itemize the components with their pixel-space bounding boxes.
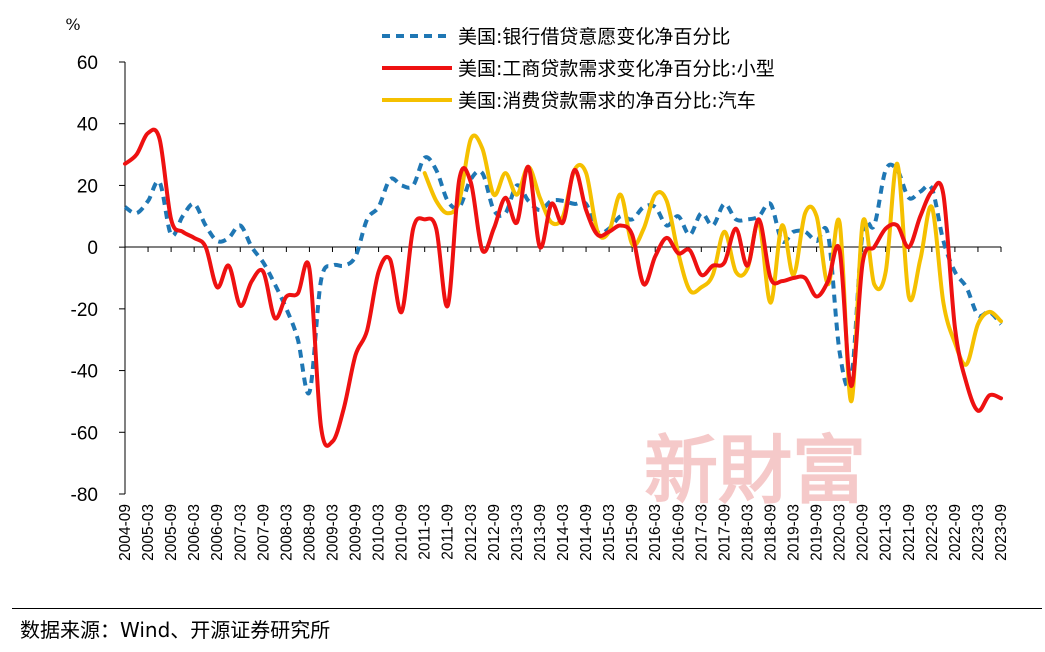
y-unit-label: % <box>65 15 80 34</box>
chart-axes: 60 40 20 0 -20 -40 -60 -80% 2004-09 2005-03 2005-0… <box>65 15 1010 561</box>
y-tick-label: 0 <box>87 238 98 259</box>
x-tick-label: 2008-03 <box>278 504 295 561</box>
x-tick-label: 2014-09 <box>578 504 595 561</box>
x-tick-label: 2010-03 <box>371 504 388 561</box>
x-tick-label: 2021-03 <box>878 504 895 561</box>
x-tick-label: 2022-03 <box>924 504 941 561</box>
x-tick-label: 2017-03 <box>693 504 710 561</box>
y-tick-label: 60 <box>77 53 98 74</box>
y-tick-label: -40 <box>71 362 98 383</box>
x-tick-label: 2015-03 <box>601 504 618 561</box>
x-tick-label: 2005-09 <box>163 504 180 561</box>
x-tick-label: 2007-03 <box>232 504 249 561</box>
x-tick-label: 2019-03 <box>786 504 803 561</box>
x-tick-label: 2013-09 <box>532 504 549 561</box>
x-tick-label: 2011-09 <box>440 504 457 560</box>
x-tick-label: 2012-09 <box>486 504 503 561</box>
x-tick-label: 2012-03 <box>463 504 480 561</box>
series-line-2 <box>123 127 1003 448</box>
x-tick-label: 2015-09 <box>624 504 641 561</box>
x-tick-label: 2013-03 <box>509 504 526 561</box>
legend-label: 美国:工商贷款需求变化净百分比:小型 <box>458 58 775 80</box>
x-tick-label: 2016-03 <box>647 504 664 561</box>
x-tick-label: 2014-03 <box>555 504 572 561</box>
x-tick-label: 2006-03 <box>186 504 203 561</box>
source-note: 数据来源：Wind、开源证券研究所 <box>20 618 331 642</box>
x-tick-label: 2009-03 <box>324 504 341 561</box>
y-tick-label: -80 <box>71 485 98 506</box>
footer-divider <box>12 608 1042 609</box>
x-tick-label: 2018-09 <box>762 504 779 561</box>
x-tick-label: 2018-03 <box>739 504 756 561</box>
y-tick-label: 40 <box>77 115 98 136</box>
y-tick-label: -20 <box>71 300 98 321</box>
x-tick-label: 2008-09 <box>301 504 318 561</box>
x-tick-label: 2009-09 <box>348 504 365 561</box>
x-tick-label: 2005-03 <box>140 504 157 561</box>
x-tick-label: 2011-03 <box>417 504 434 560</box>
legend-label: 美国:消费贷款需求的净百分比:汽车 <box>458 90 756 112</box>
x-tick-label: 2020-09 <box>855 504 872 561</box>
line-chart: 60 40 20 0 -20 -40 -60 -80% 2004-09 2005-03 2005-0… <box>65 15 1010 561</box>
x-tick-label: 2006-09 <box>209 504 226 561</box>
x-tick-label: 2023-03 <box>970 504 987 561</box>
series-line-3 <box>422 133 1003 404</box>
x-tick-label: 2019-09 <box>809 504 826 561</box>
x-tick-label: 2016-09 <box>670 504 687 561</box>
x-tick-label: 2017-09 <box>716 504 733 561</box>
legend: 美国:银行借贷意愿变化净百分比美国:工商贷款需求变化净百分比:小型美国:消费贷款… <box>382 26 775 112</box>
y-tick-label: -60 <box>71 423 98 444</box>
legend-label: 美国:银行借贷意愿变化净百分比 <box>458 26 730 48</box>
x-tick-label: 2010-09 <box>394 504 411 561</box>
x-tick-label: 2023-09 <box>993 504 1010 561</box>
y-tick-label: 20 <box>77 176 98 197</box>
watermark: 新財富 <box>644 428 866 514</box>
x-tick-label: 2007-09 <box>255 504 272 561</box>
series-layer <box>123 127 1003 448</box>
watermark-layer: 新財富 <box>644 428 866 514</box>
x-tick-label: 2022-09 <box>947 504 964 561</box>
x-tick-label: 2004-09 <box>117 504 134 561</box>
x-tick-label: 2021-09 <box>901 504 918 561</box>
x-tick-label: 2020-03 <box>832 504 849 561</box>
